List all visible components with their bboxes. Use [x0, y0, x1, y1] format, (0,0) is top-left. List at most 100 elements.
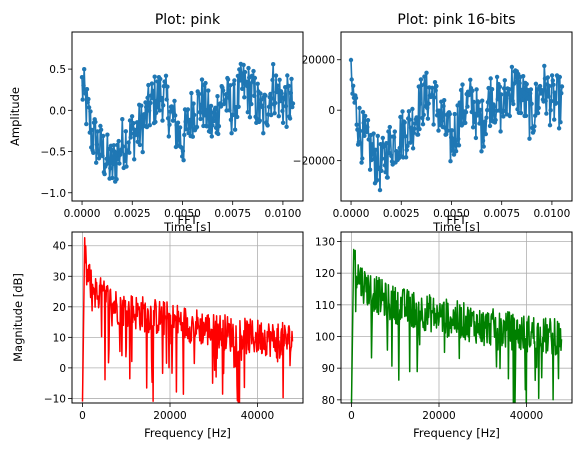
- chart-2-point-76: [402, 120, 407, 125]
- chart-1-point-29: [100, 153, 105, 159]
- chart-1-point-279: [276, 114, 281, 119]
- chart-1-point-103: [152, 74, 157, 79]
- chart-1-point-274: [273, 100, 278, 106]
- chart-2-point-171: [469, 109, 474, 115]
- chart-2-point-213: [499, 92, 504, 97]
- chart-2-point-107: [424, 70, 429, 76]
- chart-2-point-261: [533, 113, 538, 118]
- chart-1-point-110: [157, 108, 162, 113]
- chart-1-point-224: [237, 78, 243, 83]
- chart-2-point-239: [517, 80, 522, 86]
- chart-4-xlabel: Frequency [Hz]: [413, 426, 500, 440]
- chart-2-point-82: [406, 109, 412, 114]
- chart-2-point-255: [528, 87, 534, 92]
- chart-2-point-104: [422, 74, 427, 79]
- chart-2-point-297: [558, 120, 563, 125]
- chart-1-point-244: [252, 93, 257, 99]
- chart-2-point-97: [417, 126, 422, 132]
- chart-2-point-38: [375, 133, 380, 139]
- chart-1-point-216: [232, 78, 237, 83]
- chart-3-ylabel: Magnitude [dB]: [11, 273, 25, 362]
- chart-1-point-70: [129, 131, 134, 136]
- chart-1-point-27: [98, 127, 104, 132]
- chart-1-point-113: [159, 95, 164, 101]
- chart-1-point-174: [202, 113, 207, 118]
- chart-2-point-165: [465, 104, 470, 109]
- chart-2-point-1: [349, 77, 354, 82]
- chart-2-point-266: [536, 105, 541, 111]
- chart-2-point-265: [535, 110, 541, 116]
- chart-1-xtick-label-1: 0.0025: [114, 208, 151, 220]
- chart-2-point-99: [418, 77, 424, 82]
- chart-2-point-154: [457, 100, 462, 105]
- chart-2-point-287: [551, 82, 556, 87]
- chart-2-point-86: [409, 138, 414, 143]
- chart-2-point-89: [411, 130, 416, 135]
- chart-1-point-122: [165, 116, 171, 121]
- chart-2-xtick-label-3: 0.0075: [483, 208, 520, 220]
- chart-1-point-148: [184, 127, 189, 132]
- chart-2-point-241: [518, 110, 524, 116]
- chart-2-point-79: [404, 147, 409, 153]
- chart-2-point-98: [418, 101, 423, 106]
- chart-2-point-117: [431, 122, 436, 127]
- chart-1-point-30: [101, 133, 106, 139]
- chart-2-point-197: [487, 123, 493, 129]
- chart-2-point-80: [405, 143, 410, 149]
- chart-2-point-73: [400, 109, 405, 114]
- chart-1-point-215: [231, 82, 236, 87]
- chart-2-point-16: [360, 156, 365, 161]
- chart-1-point-144: [181, 158, 186, 163]
- chart-1-point-20: [94, 160, 99, 165]
- chart-3-title: FFT: [177, 213, 198, 227]
- chart-1-point-62: [123, 129, 128, 134]
- chart-1-point-192: [215, 94, 220, 99]
- chart-2-xtick-label-4: 0.0100: [534, 208, 571, 220]
- chart-2-point-83: [407, 117, 412, 122]
- chart-2-xtick-label-2: 0.0050: [433, 208, 470, 220]
- chart-2-point-192: [484, 115, 489, 120]
- chart-2-point-17: [360, 109, 366, 115]
- chart-2-point-91: [413, 121, 418, 126]
- chart-1-point-257: [261, 131, 266, 136]
- chart-1-point-189: [213, 105, 218, 111]
- chart-1-point-48: [113, 151, 119, 157]
- chart-2-point-193: [485, 107, 490, 113]
- chart-1-point-231: [242, 69, 248, 75]
- chart-2-point-203: [492, 104, 497, 110]
- chart-1-point-295: [287, 116, 293, 121]
- chart-1-point-184: [209, 134, 214, 139]
- chart-2-point-208: [495, 97, 500, 102]
- chart-1-point-90: [143, 100, 148, 105]
- chart-1-point-111: [158, 76, 163, 82]
- chart-1-point-200: [220, 88, 226, 93]
- chart-1-point-84: [139, 103, 144, 108]
- chart-1-point-267: [268, 91, 273, 97]
- chart-2-point-144: [450, 148, 455, 153]
- chart-1-point-124: [167, 122, 172, 127]
- chart-1-point-139: [177, 125, 183, 130]
- chart-1-point-51: [115, 156, 121, 162]
- chart-1-point-208: [226, 95, 231, 100]
- chart-1-point-45: [111, 143, 117, 148]
- chart-1-point-0: [79, 75, 85, 80]
- chart-1-point-285: [280, 120, 286, 126]
- chart-1-point-6: [84, 121, 89, 127]
- chart-1-point-37: [105, 161, 111, 166]
- chart-2-point-110: [426, 101, 431, 106]
- chart-1-point-240: [249, 101, 254, 107]
- chart-2-point-295: [556, 126, 562, 131]
- chart-1-point-1: [80, 97, 85, 102]
- chart-1-point-166: [196, 91, 202, 97]
- chart-1-point-3: [82, 67, 87, 72]
- chart-1-point-129: [170, 118, 176, 123]
- chart-2-point-186: [480, 98, 485, 103]
- chart-2-point-23: [365, 124, 370, 130]
- chart-2-point-90: [412, 126, 417, 131]
- chart-2-point-0: [348, 57, 354, 63]
- chart-1-point-207: [225, 77, 231, 82]
- chart-2-point-286: [550, 78, 555, 83]
- chart-1-point-209: [227, 108, 232, 113]
- chart-4-ytick-label-5: 130: [315, 237, 335, 249]
- chart-1-point-143: [180, 148, 186, 154]
